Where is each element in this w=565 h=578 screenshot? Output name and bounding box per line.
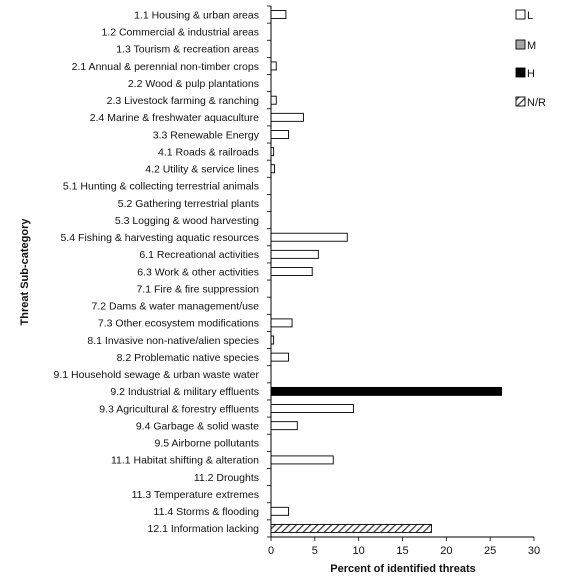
bar-l <box>270 404 354 413</box>
category-label: 9.5 Airborne pollutants <box>155 438 260 450</box>
bar-l <box>270 95 277 105</box>
category-label: 2.4 Marine & freshwater aquaculture <box>90 112 259 124</box>
bar-l <box>270 61 277 71</box>
bar-l <box>270 232 348 242</box>
legend: L M H N/R <box>515 9 546 109</box>
category-label: 11.3 Temperature extremes <box>132 489 259 501</box>
category-label: 2.2 Wood & pulp plantations <box>128 78 259 90</box>
bar-l <box>270 421 298 431</box>
legend-swatch-m <box>515 39 526 50</box>
bar-l <box>270 112 304 122</box>
legend-label: N/R <box>527 97 546 109</box>
category-label: 5.1 Hunting & collecting terrestrial ani… <box>63 181 259 193</box>
x-axis-ticks: 0 5 10 15 20 25 30 <box>268 545 540 557</box>
x-tick-label: 15 <box>396 545 408 557</box>
legend-swatch-l <box>515 9 526 20</box>
category-label: 4.1 Roads & railroads <box>158 146 259 158</box>
y-axis-title: Threat Sub-category <box>19 218 31 326</box>
bar-l <box>270 352 289 362</box>
x-tick-label: 25 <box>484 545 496 557</box>
category-label: 9.2 Industrial & military effluents <box>110 386 259 398</box>
category-label: 5.4 Fishing & harvesting aquatic resourc… <box>61 232 259 244</box>
category-label: 8.1 Invasive non-native/alien species <box>87 335 259 347</box>
category-label: 8.2 Problematic native species <box>117 352 259 364</box>
x-tick-label: 5 <box>312 545 318 557</box>
bar-n-r <box>270 523 432 533</box>
x-tick-label: 30 <box>528 545 540 557</box>
bar-l <box>270 267 313 276</box>
category-label: 11.4 Storms & flooding <box>154 506 260 518</box>
legend-label: M <box>527 40 536 52</box>
bar-l <box>270 130 289 139</box>
bars <box>270 10 503 533</box>
category-label: 12.1 Information lacking <box>148 523 260 535</box>
x-axis-title: Percent of identified threats <box>330 563 475 575</box>
bar-l <box>270 10 287 20</box>
y-axis-labels: 1.1 Housing & urban areas 1.2 Commercial … <box>54 9 260 535</box>
category-label: 2.3 Livestock farming & ranching <box>107 95 259 107</box>
x-tick-label: 10 <box>353 545 365 557</box>
category-label: 11.2 Droughts <box>194 472 259 484</box>
category-label: 11.1 Habitat shifting & alteration <box>111 455 259 467</box>
category-label: 5.3 Logging & wood harvesting <box>115 215 259 227</box>
category-label: 1.2 Commercial & industrial areas <box>101 26 259 38</box>
category-label: 5.2 Gathering terrestrial plants <box>118 198 259 210</box>
bar-l <box>270 164 275 174</box>
bar-l <box>270 318 293 328</box>
category-label: 9.4 Garbage & solid waste <box>136 420 259 432</box>
category-label: 7.2 Dams & water management/use <box>92 301 260 313</box>
bar-l <box>270 455 334 465</box>
category-label: 2.1 Annual & perennial non-timber crops <box>72 61 259 73</box>
category-label: 7.1 Fire & fire suppression <box>136 283 259 295</box>
legend-label: H <box>527 68 535 80</box>
x-tick-label: 20 <box>440 545 452 557</box>
category-label: 1.1 Housing & urban areas <box>134 9 259 21</box>
category-label: 9.3 Agricultural & forestry effluents <box>99 403 259 415</box>
legend-label: L <box>527 10 533 22</box>
legend-swatch-h <box>515 67 526 78</box>
axes <box>267 5 535 541</box>
category-label: 3.3 Renewable Energy <box>153 129 260 141</box>
category-label: 6.1 Recreational activities <box>139 249 259 261</box>
bar-h <box>270 386 503 396</box>
category-label: 6.3 Work & other activities <box>137 266 259 278</box>
category-label: 4.2 Utility & service lines <box>145 164 259 176</box>
bar-l <box>270 506 289 516</box>
category-label: 9.1 Household sewage & urban waste water <box>54 369 260 381</box>
bar-l <box>270 249 319 259</box>
category-label: 1.3 Tourism & recreation areas <box>116 44 259 56</box>
legend-swatch-n-r <box>515 96 526 107</box>
x-tick-label: 0 <box>268 545 274 557</box>
category-label: 7.3 Other ecosystem modifications <box>98 318 259 330</box>
